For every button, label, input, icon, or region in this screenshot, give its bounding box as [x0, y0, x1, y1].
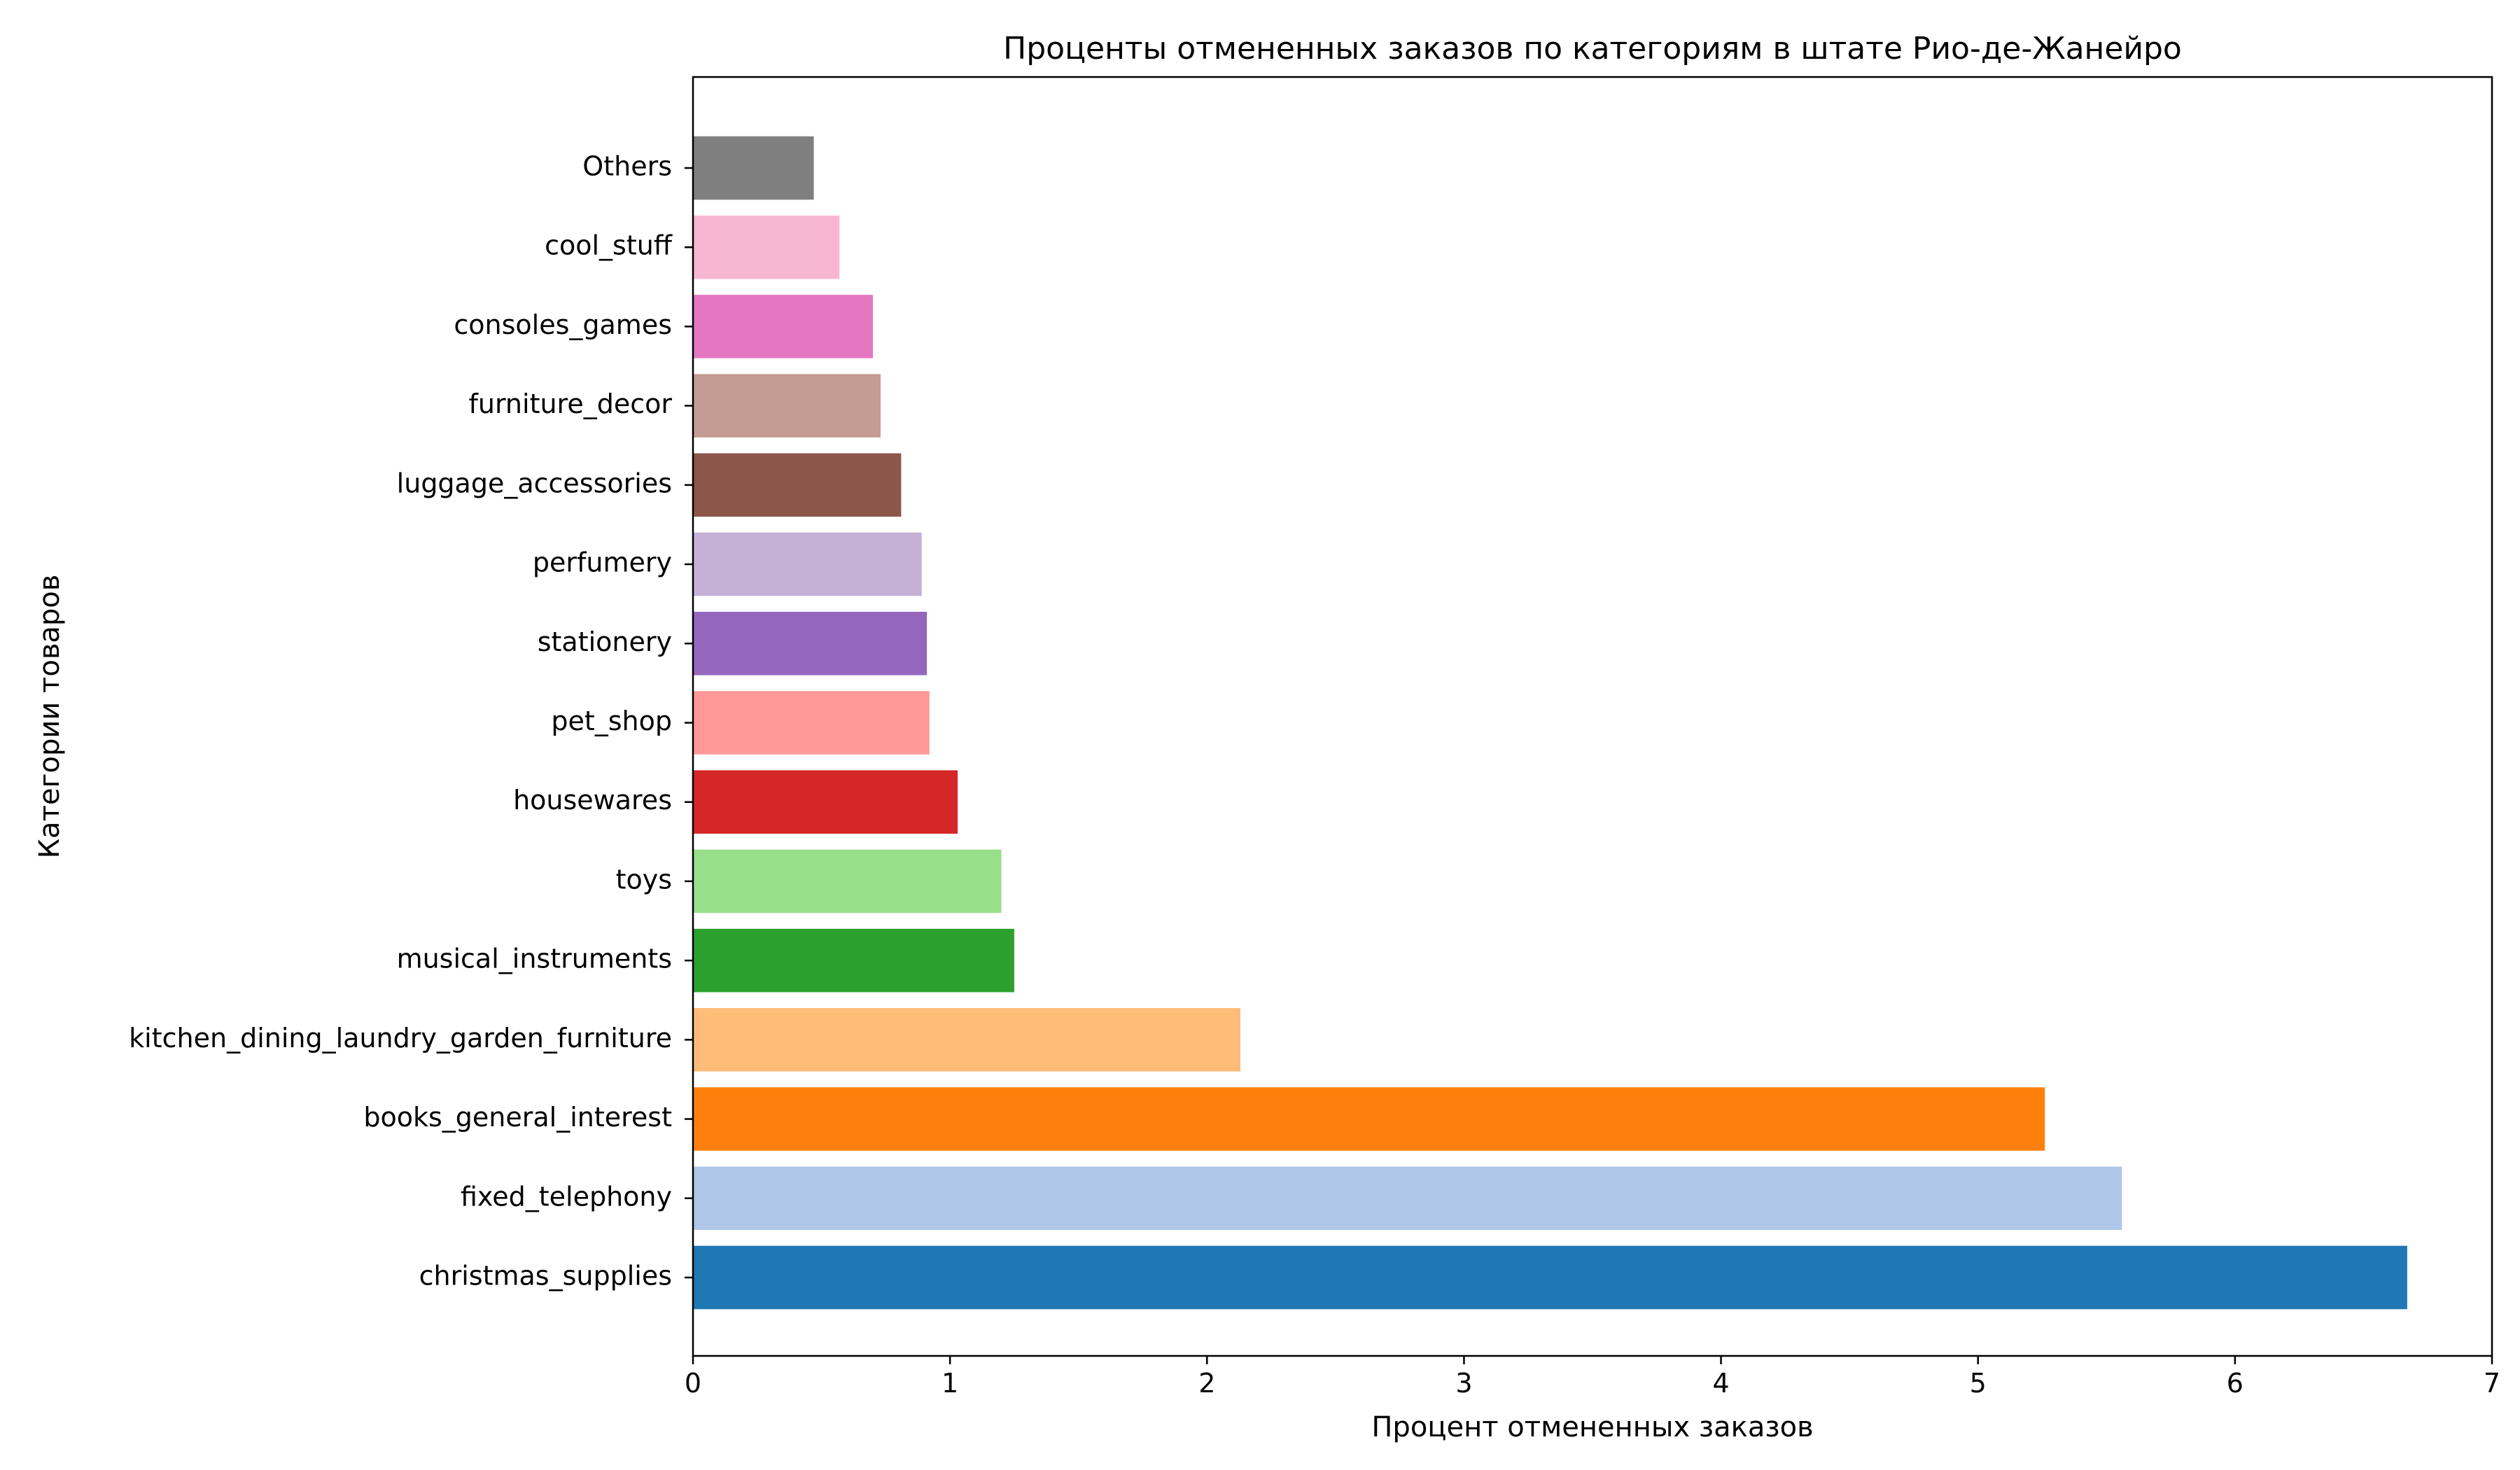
y-tick-label-perfumery: perfumery — [533, 547, 672, 578]
y-tick-label-housewares: housewares — [513, 785, 672, 816]
bar-toys — [693, 849, 1002, 913]
x-tick-label-4: 4 — [1712, 1368, 1729, 1399]
x-tick-label-2: 2 — [1198, 1368, 1215, 1399]
y-tick-label-cool_stuff: cool_stuff — [545, 230, 673, 261]
axes-layer — [692, 76, 2493, 1357]
bar-furniture_decor — [693, 374, 881, 438]
y-tick-label-pet_shop: pet_shop — [551, 706, 672, 736]
bar-fixed_telephony — [693, 1166, 2122, 1231]
y-tick-label-consoles_games: consoles_games — [454, 309, 672, 340]
y-tick-label-musical_instruments: musical_instruments — [397, 944, 672, 974]
y-tick-label-luggage_accessories: luggage_accessories — [397, 468, 672, 498]
x-tick-label-6: 6 — [2227, 1368, 2244, 1399]
bars-layer — [693, 136, 2407, 1310]
bar-perfumery — [693, 532, 922, 596]
bar-housewares — [693, 770, 958, 834]
bar-musical_instruments — [693, 928, 1014, 993]
y-tick-label-fixed_telephony: fixed_telephony — [461, 1181, 672, 1212]
chart-title: Проценты отмененных заказов по категория… — [1003, 31, 2182, 66]
bar-luggage_accessories — [693, 453, 902, 517]
y-tick-label-books_general_interest: books_general_interest — [363, 1102, 672, 1133]
bar-Others — [693, 136, 814, 200]
bar-books_general_interest — [693, 1087, 2045, 1151]
y-tick-label-toys: toys — [616, 864, 672, 895]
y-tick-label-christmas_supplies: christmas_supplies — [419, 1261, 672, 1292]
x-tick-label-3: 3 — [1455, 1368, 1472, 1399]
y-tick-label-kitchen_dining_laundry_garden_furniture: kitchen_dining_laundry_garden_furniture — [129, 1023, 672, 1054]
x-tick-label-0: 0 — [685, 1368, 701, 1399]
x-tick-label-5: 5 — [1970, 1368, 1987, 1399]
bar-kitchen_dining_laundry_garden_furniture — [693, 1008, 1241, 1072]
ticks-layer: christmas_supplies fixed_telephony books_g… — [129, 151, 2500, 1399]
bar-consoles_games — [693, 295, 873, 358]
bar-cool_stuff — [693, 215, 840, 279]
x-tick-label-1: 1 — [941, 1368, 958, 1399]
bar-pet_shop — [693, 691, 930, 755]
x-axis-label: Процент отмененных заказов — [1371, 1411, 1813, 1443]
y-tick-label-Others: Others — [582, 151, 672, 182]
bar-stationery — [693, 612, 927, 676]
y-tick-label-stationery: stationery — [538, 626, 672, 657]
y-axis-label: Категории товаров — [34, 575, 66, 859]
bar-christmas_supplies — [693, 1245, 2407, 1310]
y-tick-label-furniture_decor: furniture_decor — [469, 388, 673, 419]
x-tick-label-7: 7 — [2484, 1368, 2500, 1399]
plot-frame — [692, 76, 2493, 1357]
